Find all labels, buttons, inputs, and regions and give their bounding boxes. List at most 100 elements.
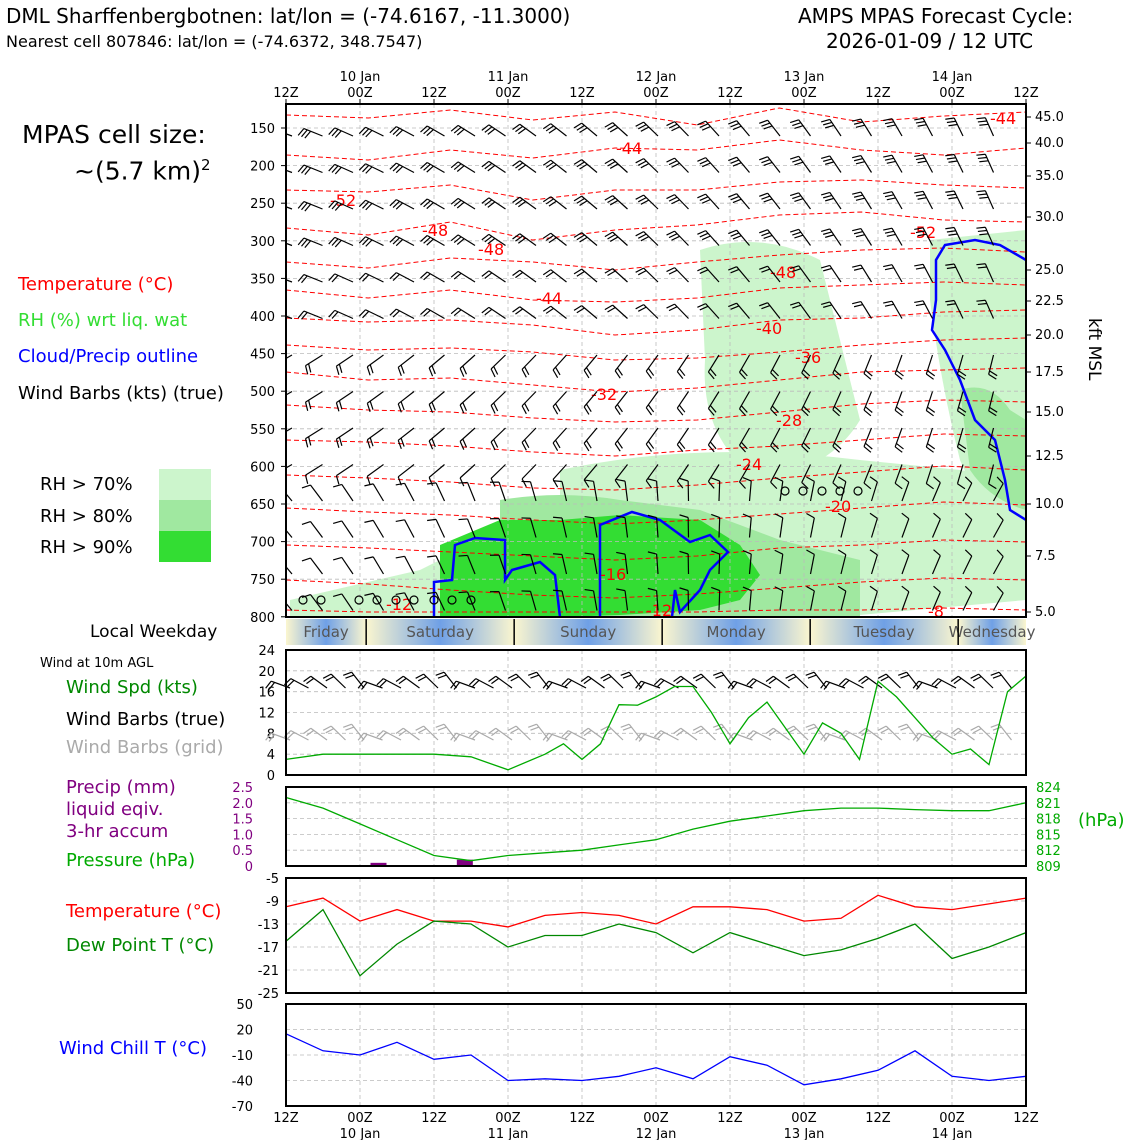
wind-barb <box>809 554 815 575</box>
wind-barb <box>331 201 339 210</box>
isotherm-label: -52 <box>330 191 356 210</box>
wind-barb-true <box>820 680 827 689</box>
wind-barb <box>453 309 462 317</box>
wind-barb <box>869 512 878 519</box>
wind-barb <box>529 591 537 611</box>
wind-barb <box>748 554 752 575</box>
isotherm-line <box>286 211 1026 241</box>
wind-barb <box>996 513 1004 521</box>
wind-barb-true <box>823 682 831 690</box>
wind-barb <box>728 156 737 162</box>
wind-barb <box>964 549 973 557</box>
wind-barb <box>274 205 280 212</box>
wind-barb-grid <box>488 727 497 735</box>
wind-barb-grid <box>673 727 682 735</box>
wind-barb <box>585 403 592 413</box>
isotherm-label: -20 <box>825 497 851 516</box>
wind-barb <box>573 305 582 311</box>
wind-barb <box>635 231 644 237</box>
wind-barb <box>914 227 924 230</box>
wind-barb <box>404 483 415 502</box>
wind-barb-true <box>990 671 1000 676</box>
wind-barb <box>635 158 644 164</box>
wind-barb <box>946 230 956 233</box>
wind-barb <box>484 235 493 243</box>
wind-barb <box>761 232 771 237</box>
wind-barb <box>365 239 373 247</box>
wind-barb <box>925 483 934 490</box>
wind-barb <box>512 306 521 313</box>
weekday-name: Tuesday <box>853 623 915 641</box>
weekday-band <box>366 619 515 645</box>
wind-barb-grid <box>858 727 867 735</box>
wind-barb <box>335 439 340 449</box>
wind-barb <box>423 309 431 317</box>
wind-barb <box>917 233 927 237</box>
isotherm-label: -44 <box>990 109 1016 128</box>
wind-barb <box>573 195 582 202</box>
wind-barb <box>931 518 941 538</box>
wind-barb <box>484 308 493 316</box>
wind-barb <box>962 592 973 611</box>
wind-barb-grid <box>990 723 1000 728</box>
wind-barb <box>852 264 862 268</box>
wind-barb-grid <box>303 727 312 735</box>
wind-barb <box>833 442 842 450</box>
wind-barb <box>309 594 323 611</box>
wind-barb-grid <box>583 729 592 737</box>
wind-barb <box>372 483 385 502</box>
wind-barb <box>789 301 799 306</box>
wind-barb <box>925 446 934 453</box>
wind-barb <box>718 553 721 575</box>
wind-barb <box>671 162 680 168</box>
pressure-tick-label: 250 <box>250 197 275 212</box>
wind-barb <box>771 369 779 377</box>
wind-barb <box>561 517 568 538</box>
wind-barb <box>362 237 370 246</box>
wind-barb <box>870 591 878 611</box>
wind-barb <box>711 550 720 555</box>
wind-barb-true <box>713 671 722 676</box>
isotherm-line <box>286 139 1026 161</box>
calm-wind-marker <box>835 486 845 496</box>
isotherm-line <box>286 465 1026 491</box>
wind-barb <box>739 481 746 489</box>
wind-barb <box>490 405 496 414</box>
wind-barb <box>853 267 863 271</box>
wind-barb <box>332 556 342 561</box>
wind-barb <box>584 479 594 482</box>
wind-barb <box>825 197 835 202</box>
wind-barb-grid <box>898 723 907 728</box>
wind-barb <box>730 268 740 274</box>
wind-barb <box>335 402 340 412</box>
wind-barb <box>552 369 559 378</box>
wind-barb <box>297 201 305 209</box>
wind-barb <box>656 517 659 538</box>
wind-barb <box>996 549 1004 557</box>
weekday-name: Monday <box>707 623 766 641</box>
wind-barb <box>450 270 459 278</box>
wind-barb-true <box>510 676 519 682</box>
isotherm-line <box>286 179 1026 201</box>
wind-barb-grid <box>343 723 352 728</box>
wind-barb <box>739 408 746 416</box>
wind-barb <box>335 366 340 376</box>
wind-barb-grid <box>972 728 982 734</box>
wind-barb <box>366 464 384 477</box>
wind-barb <box>286 427 293 433</box>
wind-barb <box>742 477 752 482</box>
wind-barb <box>301 129 308 138</box>
wind-barb-true <box>807 674 817 679</box>
wind-barb <box>697 303 706 308</box>
wind-barb-true <box>842 679 850 687</box>
wind-barb <box>863 373 872 380</box>
precip-label-3: 3-hr accum <box>66 821 169 842</box>
pressure-tick-label: 818 <box>1036 813 1061 828</box>
wind-barb-grid <box>692 725 702 731</box>
wind-barb-grid <box>950 727 959 735</box>
precip-tick-label: 0.5 <box>232 844 253 859</box>
wind-barb <box>825 161 835 165</box>
legend-rh90-swatch <box>159 531 211 562</box>
dewpoint-label: Dew Point T (°C) <box>66 935 215 956</box>
wind-barb <box>894 409 903 417</box>
